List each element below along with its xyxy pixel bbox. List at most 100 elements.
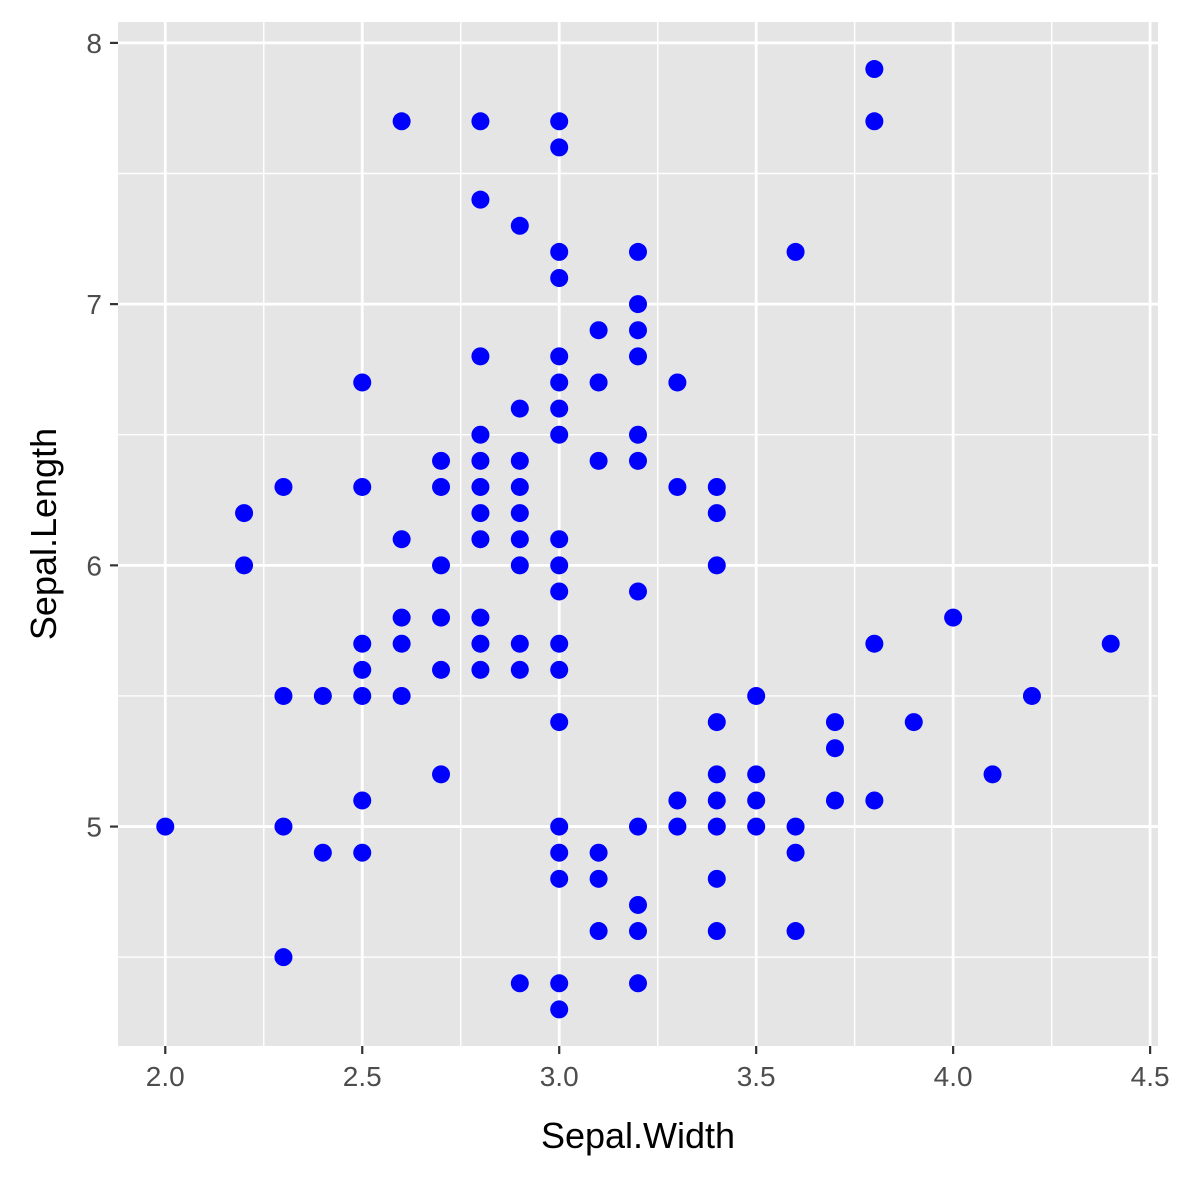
data-point bbox=[865, 791, 884, 810]
data-point bbox=[629, 321, 647, 340]
data-point bbox=[589, 451, 608, 470]
data-point bbox=[786, 922, 805, 941]
data-point bbox=[707, 504, 726, 523]
data-point bbox=[471, 608, 490, 627]
x-tick-label: 3.5 bbox=[737, 1061, 776, 1092]
data-point bbox=[353, 477, 372, 496]
data-point bbox=[550, 1000, 569, 1019]
data-point bbox=[629, 347, 647, 366]
data-point bbox=[353, 660, 372, 679]
data-point bbox=[589, 321, 608, 340]
data-point bbox=[550, 242, 569, 261]
data-point bbox=[392, 530, 411, 549]
x-tick-label: 2.0 bbox=[146, 1061, 185, 1092]
data-point bbox=[156, 817, 175, 836]
data-point bbox=[510, 504, 529, 523]
x-tick-label: 4.0 bbox=[934, 1061, 973, 1092]
data-point bbox=[550, 112, 569, 131]
data-point bbox=[471, 112, 490, 131]
y-tick-label: 7 bbox=[86, 289, 102, 320]
data-point bbox=[865, 112, 884, 131]
data-point bbox=[550, 530, 569, 549]
data-point bbox=[707, 556, 726, 575]
y-axis: 5 6 7 8 bbox=[86, 28, 118, 843]
data-point bbox=[825, 791, 844, 810]
data-point bbox=[786, 242, 805, 261]
data-point bbox=[274, 686, 293, 705]
data-point bbox=[707, 765, 726, 784]
data-point bbox=[313, 686, 332, 705]
data-point bbox=[432, 660, 451, 679]
data-point bbox=[550, 660, 569, 679]
x-tick-label: 2.5 bbox=[343, 1061, 382, 1092]
data-point bbox=[510, 660, 529, 679]
data-point bbox=[550, 138, 569, 157]
data-point bbox=[510, 974, 529, 993]
data-point bbox=[235, 504, 254, 523]
data-point bbox=[392, 686, 411, 705]
data-point bbox=[865, 634, 884, 653]
x-tick-label: 4.5 bbox=[1131, 1061, 1170, 1092]
data-point bbox=[629, 895, 647, 914]
data-point bbox=[707, 817, 726, 836]
data-point bbox=[274, 948, 293, 967]
y-axis-title: Sepal.Length bbox=[23, 428, 64, 640]
data-point bbox=[432, 556, 451, 575]
data-point bbox=[1022, 686, 1041, 705]
data-point bbox=[432, 765, 451, 784]
data-point bbox=[904, 713, 923, 732]
data-point bbox=[550, 713, 569, 732]
data-point bbox=[550, 347, 569, 366]
data-point bbox=[510, 216, 529, 235]
data-point bbox=[629, 817, 647, 836]
data-point bbox=[747, 765, 766, 784]
data-point bbox=[629, 295, 647, 314]
data-point bbox=[313, 843, 332, 862]
data-point bbox=[550, 373, 569, 392]
data-point bbox=[550, 817, 569, 836]
data-point bbox=[471, 660, 490, 679]
y-tick-label: 5 bbox=[86, 812, 102, 843]
data-point bbox=[550, 269, 569, 287]
data-point bbox=[550, 634, 569, 653]
data-point bbox=[550, 843, 569, 862]
data-point bbox=[471, 504, 490, 523]
data-point bbox=[432, 477, 451, 496]
data-point bbox=[392, 608, 411, 627]
data-point bbox=[550, 556, 569, 575]
plot-panel bbox=[118, 22, 1158, 1046]
data-point bbox=[471, 451, 490, 470]
data-point bbox=[786, 817, 805, 836]
data-point bbox=[510, 556, 529, 575]
data-point bbox=[1101, 634, 1120, 653]
data-point bbox=[392, 634, 411, 653]
data-point bbox=[432, 608, 451, 627]
data-point bbox=[510, 399, 529, 418]
data-point bbox=[353, 634, 372, 653]
data-point bbox=[944, 608, 963, 627]
data-point bbox=[589, 373, 608, 392]
data-point bbox=[707, 477, 726, 496]
data-point bbox=[825, 739, 844, 758]
data-point bbox=[353, 843, 372, 862]
data-point bbox=[629, 582, 647, 601]
data-point bbox=[629, 242, 647, 261]
data-point bbox=[550, 869, 569, 888]
data-point bbox=[629, 425, 647, 444]
data-point bbox=[471, 190, 490, 209]
data-point bbox=[668, 373, 687, 392]
data-point bbox=[786, 843, 805, 862]
data-point bbox=[471, 425, 490, 444]
data-point bbox=[353, 686, 372, 705]
y-tick-label: 6 bbox=[86, 550, 102, 581]
data-point bbox=[707, 791, 726, 810]
data-point bbox=[353, 373, 372, 392]
data-point bbox=[747, 817, 766, 836]
data-point bbox=[274, 477, 293, 496]
data-point bbox=[510, 451, 529, 470]
data-point bbox=[392, 112, 411, 131]
data-point bbox=[707, 869, 726, 888]
data-point bbox=[510, 477, 529, 496]
data-point bbox=[589, 869, 608, 888]
